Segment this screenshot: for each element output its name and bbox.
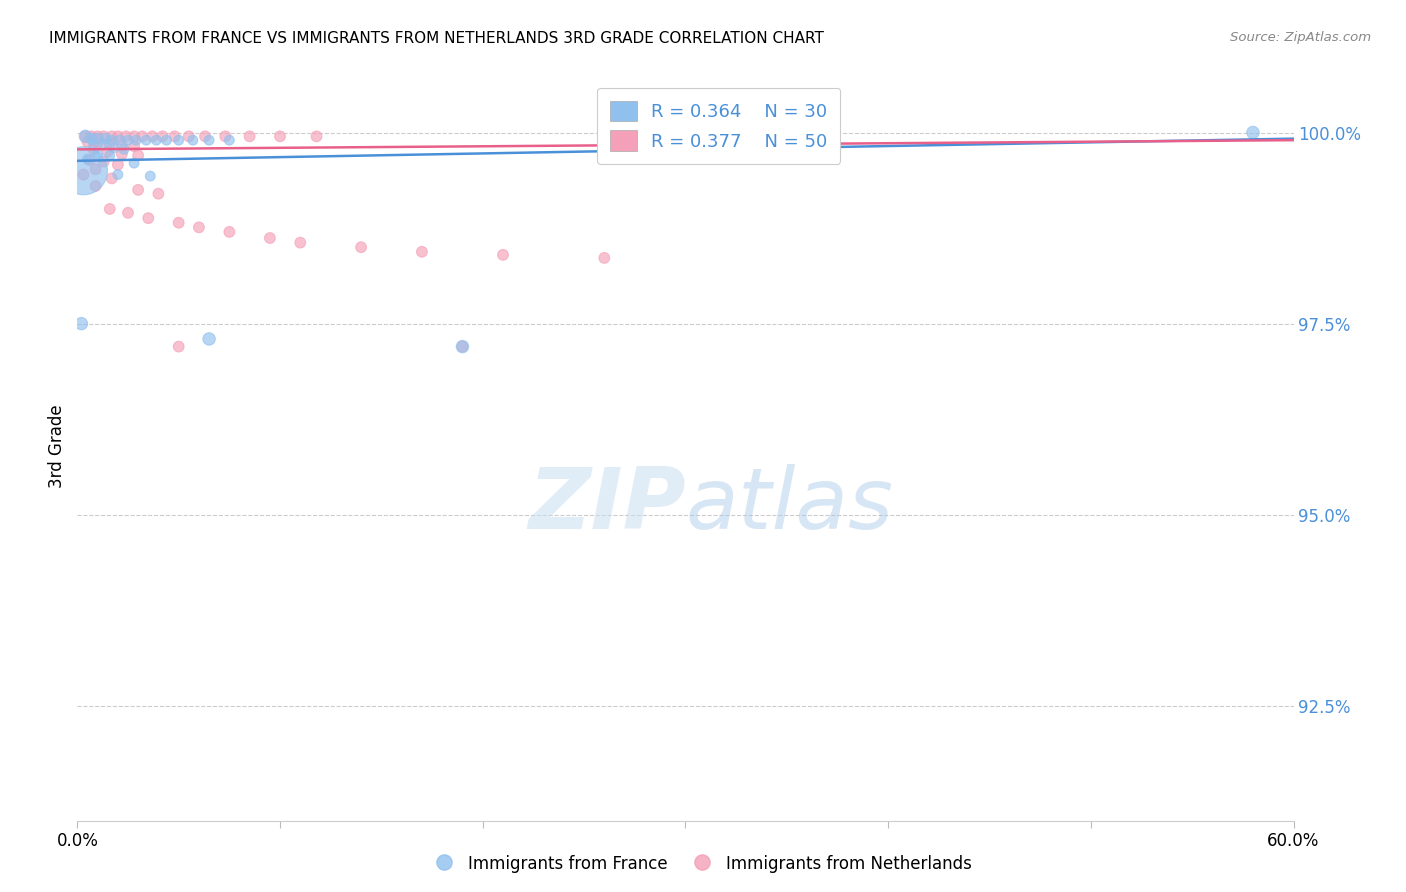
Point — [167, 133, 190, 147]
Point — [70, 317, 93, 331]
Point — [127, 183, 149, 197]
Point — [83, 142, 105, 156]
Point — [75, 129, 97, 144]
Point — [84, 179, 107, 194]
Point — [188, 220, 211, 235]
Point — [131, 129, 153, 144]
Point — [167, 216, 190, 230]
Point — [451, 340, 474, 354]
Point — [93, 136, 115, 151]
Point — [93, 154, 115, 169]
Point — [117, 206, 139, 220]
Point — [107, 158, 129, 172]
Point — [451, 340, 474, 354]
Point — [86, 136, 108, 151]
Point — [198, 332, 221, 346]
Point — [290, 235, 312, 250]
Legend: R = 0.364    N = 30, R = 0.377    N = 50: R = 0.364 N = 30, R = 0.377 N = 50 — [598, 88, 841, 164]
Point — [72, 163, 94, 178]
Point — [84, 162, 107, 177]
Y-axis label: 3rd Grade: 3rd Grade — [48, 404, 66, 488]
Point — [492, 248, 515, 262]
Point — [141, 129, 163, 144]
Point — [1241, 126, 1264, 140]
Point — [305, 129, 328, 144]
Point — [101, 129, 124, 144]
Point — [97, 145, 120, 159]
Point — [136, 211, 159, 226]
Point — [148, 186, 170, 201]
Point — [115, 129, 138, 144]
Point — [125, 133, 148, 147]
Point — [214, 129, 236, 144]
Point — [135, 133, 157, 147]
Point — [111, 147, 134, 161]
Point — [163, 129, 186, 144]
Point — [86, 131, 108, 145]
Point — [139, 169, 162, 183]
Point — [122, 139, 145, 153]
Point — [80, 131, 103, 145]
Point — [122, 129, 145, 144]
Point — [112, 142, 135, 156]
Point — [177, 129, 200, 144]
Point — [167, 340, 190, 354]
Point — [152, 129, 174, 144]
Point — [98, 148, 121, 162]
Text: Source: ZipAtlas.com: Source: ZipAtlas.com — [1230, 31, 1371, 45]
Point — [86, 147, 108, 161]
Point — [350, 240, 373, 254]
Point — [198, 133, 221, 147]
Point — [94, 131, 117, 145]
Point — [98, 136, 121, 151]
Point — [72, 168, 94, 182]
Point — [93, 129, 115, 144]
Point — [155, 133, 177, 147]
Point — [411, 244, 433, 259]
Point — [86, 129, 108, 144]
Point — [259, 231, 281, 245]
Point — [145, 133, 167, 147]
Point — [239, 129, 262, 144]
Text: atlas: atlas — [686, 465, 893, 548]
Point — [218, 225, 240, 239]
Point — [194, 129, 217, 144]
Text: ZIP: ZIP — [527, 465, 686, 548]
Point — [107, 129, 129, 144]
Point — [103, 141, 125, 155]
Text: IMMIGRANTS FROM FRANCE VS IMMIGRANTS FROM NETHERLANDS 3RD GRADE CORRELATION CHAR: IMMIGRANTS FROM FRANCE VS IMMIGRANTS FRO… — [49, 31, 824, 46]
Point — [593, 251, 616, 265]
Point — [181, 133, 204, 147]
Legend: Immigrants from France, Immigrants from Netherlands: Immigrants from France, Immigrants from … — [427, 848, 979, 880]
Point — [269, 129, 291, 144]
Point — [117, 133, 139, 147]
Point — [101, 133, 124, 147]
Point — [107, 168, 129, 182]
Point — [122, 156, 145, 170]
Point — [76, 153, 98, 167]
Point — [218, 133, 240, 147]
Point — [98, 202, 121, 216]
Point — [83, 136, 105, 151]
Point — [80, 129, 103, 144]
Point — [111, 138, 134, 153]
Point — [76, 135, 98, 149]
Point — [101, 171, 124, 186]
Point — [79, 153, 101, 167]
Point — [127, 148, 149, 162]
Point — [108, 133, 131, 147]
Point — [75, 129, 97, 144]
